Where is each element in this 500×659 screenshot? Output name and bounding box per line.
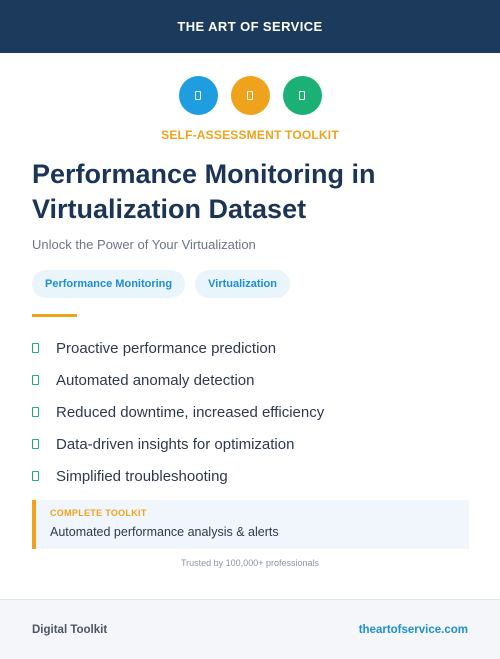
list-item: Proactive performance prediction <box>32 332 324 364</box>
header-bar: THE ART OF SERVICE <box>0 0 500 53</box>
list-item: Simplified troubleshooting <box>32 460 324 492</box>
eyebrow-label: SELF-ASSESSMENT TOOLKIT <box>161 128 339 142</box>
footer-label: Digital Toolkit <box>32 623 108 636</box>
icon-row <box>0 76 500 115</box>
toolkit-callout: COMPLETE TOOLKIT Automated performance a… <box>32 500 469 549</box>
check-icon <box>32 343 39 353</box>
feature-text: Proactive performance prediction <box>56 339 277 357</box>
feature-list: Proactive performance prediction Automat… <box>32 332 324 492</box>
list-item: Reduced downtime, increased efficiency <box>32 396 324 428</box>
callout-label: COMPLETE TOOLKIT <box>50 508 147 518</box>
trusted-note: Trusted by 100,000+ professionals <box>180 558 319 568</box>
check-icon <box>32 439 39 449</box>
footer-bar: Digital Toolkit theartofservice.com <box>0 599 500 659</box>
feature-text: Reduced downtime, increased efficiency <box>56 403 325 421</box>
tag-list: Performance Monitoring Virtualization <box>32 270 290 298</box>
tag-performance-monitoring: Performance Monitoring <box>32 270 186 298</box>
accent-divider <box>32 314 77 317</box>
list-item: Automated anomaly detection <box>32 364 324 396</box>
doc-icon <box>230 76 270 115</box>
subtitle: Unlock the Power of Your Virtualization <box>32 237 256 252</box>
feature-text: Automated anomaly detection <box>56 371 255 389</box>
doc-icon <box>178 76 218 115</box>
website-link[interactable]: theartofservice.com <box>358 623 468 636</box>
feature-text: Data-driven insights for optimization <box>56 435 295 453</box>
check-icon <box>32 375 39 385</box>
doc-icon <box>282 76 322 115</box>
feature-text: Simplified troubleshooting <box>56 467 228 485</box>
brand-name: THE ART OF SERVICE <box>177 19 323 34</box>
callout-text: Automated performance analysis & alerts <box>50 525 279 539</box>
tag-virtualization: Virtualization <box>195 270 290 298</box>
list-item: Data-driven insights for optimization <box>32 428 324 460</box>
check-icon <box>32 407 39 417</box>
page-title: Performance Monitoring in Virtualization… <box>32 159 376 224</box>
check-icon <box>32 471 39 481</box>
